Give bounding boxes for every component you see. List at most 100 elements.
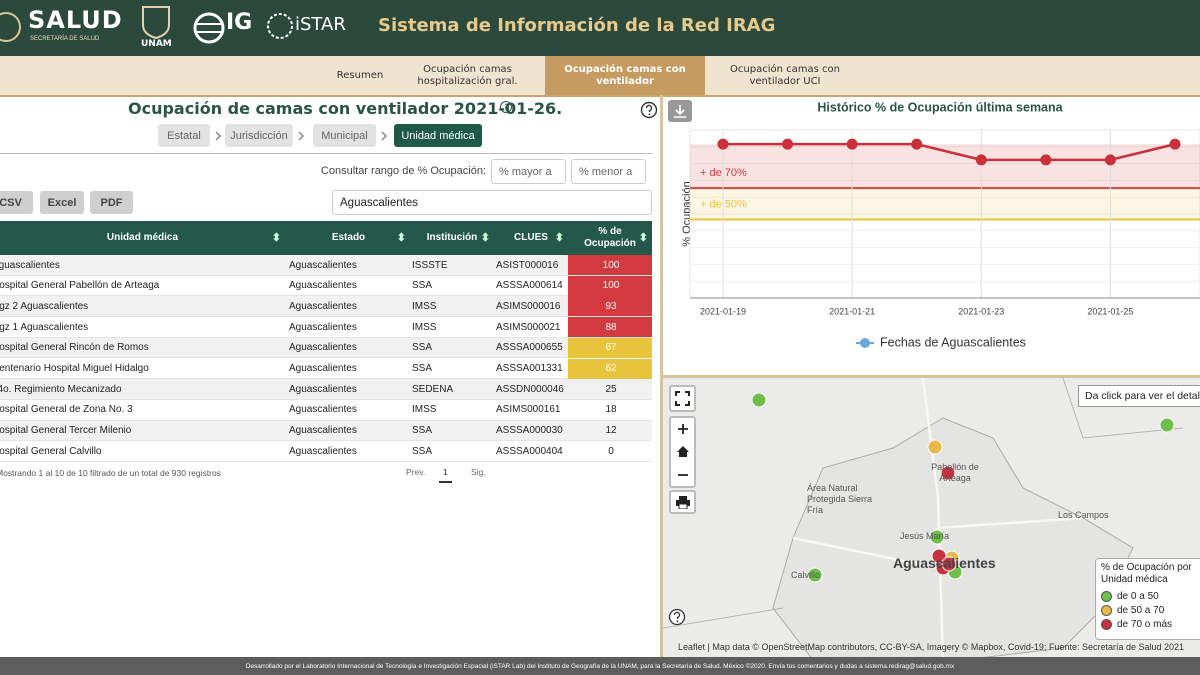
legend-label[interactable]: Fechas de Aguascalientes bbox=[880, 335, 1026, 349]
table-row[interactable] bbox=[0, 296, 652, 318]
occupancy-cell: 88 bbox=[568, 317, 652, 338]
table-row[interactable] bbox=[0, 317, 652, 338]
legend-item: de 0 a 50 bbox=[1101, 591, 1200, 602]
legend-dot bbox=[1101, 605, 1112, 616]
legend-dot bbox=[1101, 591, 1112, 602]
map[interactable]: Área Natural Protegida Sierra Fría Pabel… bbox=[663, 375, 1200, 660]
table-row[interactable] bbox=[0, 379, 652, 400]
legend-item: de 50 a 70 bbox=[1101, 605, 1200, 616]
data-point[interactable] bbox=[782, 138, 794, 150]
chevron-path bbox=[215, 131, 222, 141]
chevron-path bbox=[381, 131, 388, 141]
map-attribution: Leaflet | Map data © OpenStreetMap contr… bbox=[678, 642, 1185, 652]
chevron bbox=[381, 131, 388, 141]
table-row[interactable] bbox=[0, 255, 652, 276]
tab[interactable]: Ocupación camas con ventilador UCI bbox=[730, 63, 840, 87]
table-cell: ASSDN000046 bbox=[496, 383, 564, 395]
table-cell: Aguascalientes bbox=[289, 383, 357, 395]
zoom-control bbox=[669, 416, 696, 488]
marker[interactable] bbox=[807, 567, 823, 583]
legend-label: de 0 a 50 bbox=[1117, 591, 1159, 602]
boundaries bbox=[663, 378, 1184, 629]
tab[interactable]: Resumen bbox=[336, 69, 384, 81]
column-header[interactable]: % de Ocupación bbox=[568, 221, 652, 255]
pagination[interactable]: 1 bbox=[439, 467, 452, 483]
column-header[interactable]: Unidad médica bbox=[0, 221, 285, 255]
table-row[interactable] bbox=[0, 420, 652, 442]
data-point[interactable] bbox=[1104, 154, 1116, 166]
table-cell: Centenario Hospital Miguel Hidalgo bbox=[0, 363, 149, 374]
fullscreen-button[interactable] bbox=[669, 385, 696, 412]
hospital-markers[interactable] bbox=[751, 392, 1175, 583]
zoom-in[interactable] bbox=[677, 423, 689, 435]
table-cell: Aguascalientes bbox=[289, 425, 357, 437]
pagination[interactable]: Prev. bbox=[406, 467, 426, 477]
table-cell: ISSSTE bbox=[412, 259, 448, 271]
marker[interactable] bbox=[751, 392, 767, 408]
export-button[interactable]: Excel bbox=[40, 191, 84, 214]
header: SALUD SECRETARÍA DE SALUD UNAM IG iSTAR … bbox=[0, 0, 1200, 56]
range-input[interactable]: % menor a bbox=[571, 159, 646, 184]
export-button[interactable]: PDF bbox=[90, 191, 133, 214]
help-icon[interactable] bbox=[640, 101, 658, 119]
tab[interactable]: Ocupación camas con ventilador bbox=[545, 56, 705, 95]
zoom-out[interactable] bbox=[677, 469, 689, 481]
table-cell: Aguascalientes bbox=[289, 259, 357, 271]
marker[interactable] bbox=[1159, 417, 1175, 433]
table-cell: Aguascalientes bbox=[289, 363, 357, 374]
data-point[interactable] bbox=[717, 138, 729, 150]
download-icon bbox=[674, 105, 686, 118]
breadcrumb[interactable]: Municipal bbox=[313, 124, 376, 147]
data-point[interactable] bbox=[1040, 154, 1052, 166]
breadcrumb[interactable]: Unidad médica bbox=[394, 124, 482, 147]
table-row[interactable] bbox=[0, 337, 652, 359]
marker[interactable] bbox=[927, 439, 943, 455]
marker[interactable] bbox=[929, 529, 945, 545]
table-row[interactable] bbox=[0, 275, 652, 297]
table-row[interactable] bbox=[0, 441, 652, 462]
column-header[interactable]: CLUES bbox=[494, 221, 568, 255]
table-cell: Hgz 2 Aguascalientes bbox=[0, 300, 89, 312]
table-cell: SSA bbox=[412, 425, 433, 437]
table-cell: Aguascalientes bbox=[289, 280, 357, 292]
table-row[interactable] bbox=[0, 399, 652, 421]
marker[interactable] bbox=[941, 556, 957, 572]
column-header[interactable]: Estado bbox=[287, 221, 410, 255]
home-button[interactable] bbox=[676, 445, 690, 458]
pagination[interactable]: Sig. bbox=[471, 467, 486, 477]
unam-shield bbox=[142, 6, 170, 39]
table-cell: ASSSA000404 bbox=[496, 445, 563, 457]
search-input[interactable]: Aguascalientes bbox=[332, 190, 652, 215]
divider bbox=[0, 153, 652, 154]
table-info: Mostrando 1 al 10 de 10 filtrado de un t… bbox=[0, 468, 221, 478]
roads bbox=[792, 378, 1084, 660]
table-cell: Aguascalientes bbox=[289, 404, 357, 416]
x-tick-label: 2021-01-19 bbox=[700, 306, 746, 316]
info-icon[interactable] bbox=[499, 100, 513, 114]
istar-label: iSTAR bbox=[295, 14, 346, 35]
breadcrumb[interactable]: Estatal bbox=[158, 124, 210, 147]
table-row[interactable] bbox=[0, 358, 652, 380]
data-point[interactable] bbox=[1169, 138, 1181, 150]
marker[interactable] bbox=[940, 465, 956, 481]
tab[interactable]: Ocupación camas hospitalización gral. bbox=[417, 63, 518, 87]
data-point[interactable] bbox=[911, 138, 923, 150]
threshold-label: + de 50% bbox=[700, 198, 747, 210]
table-cell: Hospital General Calvillo bbox=[0, 445, 102, 457]
export-button[interactable]: CSV bbox=[0, 191, 33, 214]
range-input[interactable]: % mayor a bbox=[491, 159, 566, 184]
series-line bbox=[723, 142, 1176, 162]
print-button[interactable] bbox=[669, 490, 696, 514]
data-point[interactable] bbox=[975, 154, 987, 166]
breadcrumb[interactable]: Jurisdicción bbox=[225, 124, 293, 147]
data-point[interactable] bbox=[846, 138, 858, 150]
panel-divider bbox=[660, 95, 663, 657]
column-header[interactable]: Institución bbox=[410, 221, 494, 255]
place-label: Área Natural Protegida Sierra Fría bbox=[807, 483, 873, 515]
place-label: Aguascalientes bbox=[893, 555, 996, 571]
table-cell: ASIMS000016 bbox=[496, 300, 561, 312]
range-label: Consultar rango de % Ocupación: bbox=[320, 165, 486, 177]
chart-title: Histórico % de Ocupación última semana bbox=[817, 100, 1063, 114]
map-help[interactable] bbox=[668, 608, 686, 626]
istar-emblem bbox=[267, 13, 293, 39]
